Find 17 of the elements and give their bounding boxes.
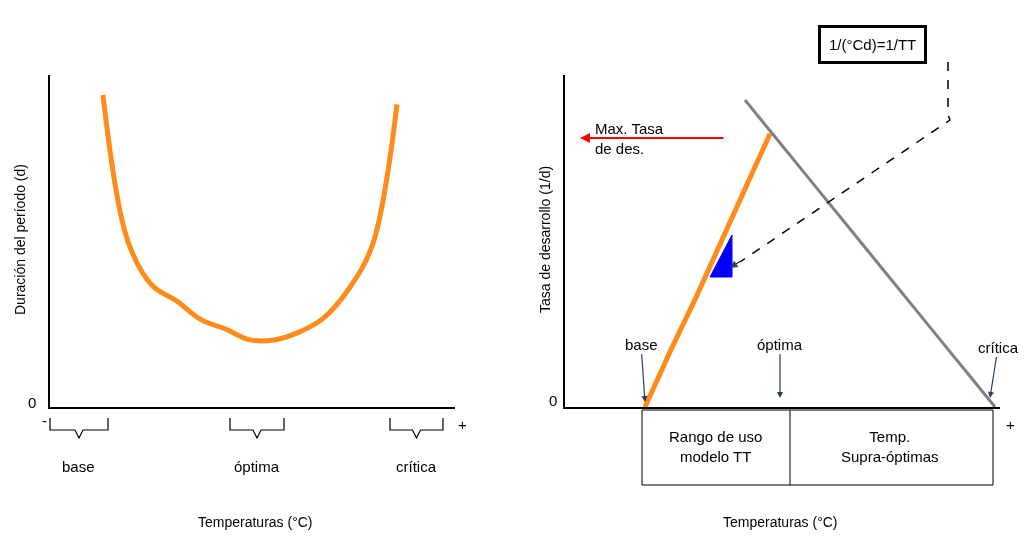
text: 0 bbox=[28, 394, 37, 411]
text: base bbox=[62, 458, 95, 475]
y-axis-title: Duración del período (d) bbox=[12, 164, 28, 315]
x-axis-title: Temperaturas (°C) bbox=[723, 514, 838, 530]
text: 0 bbox=[549, 392, 558, 409]
y-axis-title: Tasa de desarrollo (1/d) bbox=[537, 165, 553, 313]
text: óptima bbox=[234, 458, 280, 475]
annotation: crítica bbox=[978, 339, 1019, 356]
text: 1/(°Cd)=1/TT bbox=[829, 36, 917, 53]
annotation: Max. Tasa de des. bbox=[595, 120, 664, 157]
annotation: óptima bbox=[757, 336, 803, 353]
x-axis-title: Temperaturas (°C) bbox=[198, 514, 313, 530]
text: - bbox=[42, 412, 47, 429]
text: + bbox=[458, 416, 467, 433]
text: + bbox=[1006, 416, 1015, 433]
text: crítica bbox=[396, 458, 437, 475]
annotation: base bbox=[625, 336, 658, 353]
